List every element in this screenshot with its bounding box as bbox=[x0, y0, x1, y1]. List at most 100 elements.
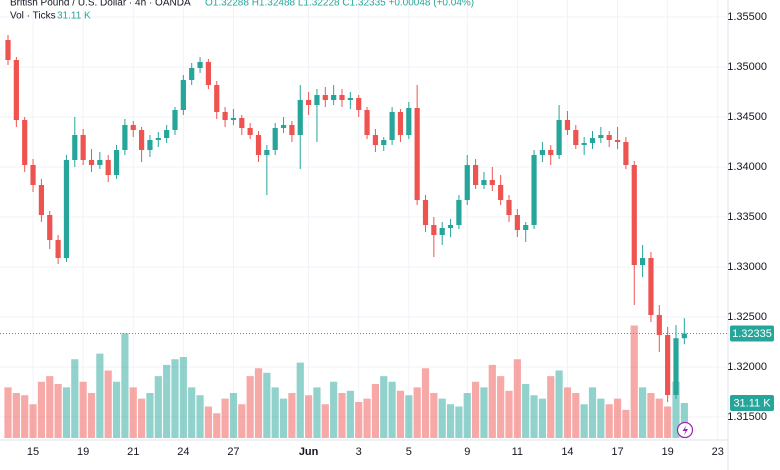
candle-body bbox=[139, 130, 145, 150]
volume-bar bbox=[446, 404, 455, 438]
y-tick-label: 1.31500 bbox=[727, 411, 767, 423]
candle-body bbox=[180, 80, 186, 110]
volume-bar bbox=[547, 376, 555, 438]
candle-body bbox=[389, 112, 395, 140]
volume-bar bbox=[672, 381, 680, 438]
candle-body bbox=[197, 62, 203, 68]
candle-body bbox=[514, 215, 520, 230]
volume-bar bbox=[229, 393, 238, 438]
y-tick-label: 1.35000 bbox=[727, 61, 767, 73]
candle-body bbox=[289, 125, 295, 135]
candle-body bbox=[30, 165, 36, 185]
candle-body bbox=[481, 180, 487, 185]
volume-bar bbox=[4, 387, 12, 438]
candle-body bbox=[264, 150, 270, 155]
candle-body bbox=[381, 140, 387, 145]
ohlc-header: O1.32288 H1.32488 L1.32228 C1.32335 +0.0… bbox=[205, 0, 474, 9]
volume-bar bbox=[647, 393, 655, 438]
volume-bar bbox=[121, 333, 129, 438]
volume-bar bbox=[396, 390, 405, 438]
volume-bar bbox=[163, 364, 171, 438]
candle-body bbox=[130, 125, 136, 130]
candle-body bbox=[247, 128, 253, 135]
candle-body bbox=[673, 338, 679, 395]
candle-body bbox=[598, 135, 604, 138]
volume-bar bbox=[338, 393, 346, 438]
y-tick-label: 1.35500 bbox=[727, 11, 767, 23]
y-tick-label: 1.32500 bbox=[727, 311, 767, 323]
volume-bar bbox=[146, 393, 154, 438]
x-tick-label: 3 bbox=[356, 446, 362, 458]
candle-body bbox=[464, 165, 470, 200]
candle-body bbox=[581, 143, 587, 145]
volume-bar bbox=[380, 376, 388, 438]
volume-bar bbox=[639, 387, 647, 438]
candle-body bbox=[347, 98, 353, 100]
volume-bar bbox=[330, 381, 338, 438]
candle-body bbox=[356, 98, 362, 110]
candle-body bbox=[22, 120, 28, 165]
candle-body bbox=[556, 120, 562, 155]
volume-bar bbox=[112, 381, 121, 438]
candle-body bbox=[606, 135, 612, 140]
volume-bar bbox=[438, 398, 446, 438]
x-tick-label: 19 bbox=[662, 446, 674, 458]
lightning bbox=[682, 425, 688, 436]
candle-body bbox=[314, 95, 320, 105]
candle-body bbox=[230, 118, 237, 120]
candle-body bbox=[255, 135, 262, 155]
volume-bar bbox=[188, 387, 196, 438]
volume-bar bbox=[580, 404, 588, 438]
x-tick-label: 5 bbox=[406, 446, 412, 458]
volume-bar bbox=[87, 393, 96, 438]
volume-legend: Vol · Ticks bbox=[10, 11, 56, 22]
x-tick-label: 14 bbox=[561, 446, 573, 458]
volume-bar bbox=[405, 395, 413, 438]
candle-body bbox=[473, 165, 479, 185]
volume-bar bbox=[597, 398, 605, 438]
volume-bar bbox=[430, 393, 438, 438]
replay-button[interactable] bbox=[676, 421, 694, 439]
volume-bar bbox=[572, 393, 580, 438]
volume-bar bbox=[62, 387, 71, 438]
volume-bar bbox=[263, 372, 271, 438]
candle-body bbox=[489, 180, 495, 185]
volume-bar bbox=[605, 404, 613, 438]
y-tick-label: 1.34500 bbox=[727, 111, 767, 123]
volume-bar bbox=[171, 359, 179, 438]
y-tick-label: 1.33000 bbox=[727, 261, 767, 273]
volume-bar bbox=[12, 393, 20, 438]
volume-bar bbox=[497, 376, 505, 438]
last-price-box bbox=[730, 325, 774, 342]
volume-bar bbox=[46, 376, 54, 438]
candle-body bbox=[372, 135, 378, 145]
candle-body bbox=[364, 110, 370, 135]
candle-body bbox=[155, 138, 161, 140]
candle-body bbox=[331, 95, 337, 100]
candle-body bbox=[5, 40, 11, 60]
candle-body bbox=[665, 335, 671, 395]
x-tick-label: 17 bbox=[611, 446, 623, 458]
volume-bar bbox=[363, 398, 371, 438]
volume-bar bbox=[54, 384, 62, 438]
candle-body bbox=[172, 110, 178, 130]
candle-body bbox=[105, 160, 111, 175]
candle-body bbox=[280, 125, 287, 128]
x-tick-label: 24 bbox=[177, 446, 189, 458]
volume-pane bbox=[4, 325, 688, 438]
candle-body bbox=[55, 240, 61, 258]
volume-bar bbox=[21, 395, 29, 438]
volume-bar bbox=[104, 370, 112, 438]
candle-body bbox=[531, 155, 537, 225]
candle-body bbox=[113, 150, 120, 175]
candle-body bbox=[431, 225, 437, 235]
x-tick-label: 27 bbox=[227, 446, 239, 458]
x-tick-label: 21 bbox=[127, 446, 139, 458]
volume-bar bbox=[588, 387, 597, 438]
volume-bar bbox=[505, 390, 513, 438]
volume-bar bbox=[305, 395, 313, 438]
x-tick-label: 19 bbox=[77, 446, 89, 458]
symbol-header: British Pound / U.S. Dollar · 4h · OANDA bbox=[10, 0, 191, 9]
candle-body bbox=[13, 60, 19, 120]
candle-body bbox=[122, 125, 128, 150]
